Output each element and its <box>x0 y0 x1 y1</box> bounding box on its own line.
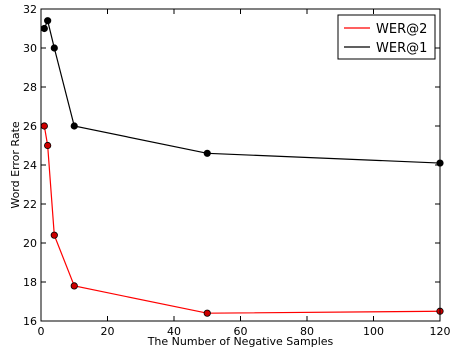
data-point-wer-2 <box>44 141 52 150</box>
y-tick-label: 30 <box>23 42 37 55</box>
x-tick-label: 20 <box>101 325 115 338</box>
x-tick-label: 100 <box>363 325 384 338</box>
legend-label-wer-2: WER@2 <box>376 22 427 37</box>
legend-box <box>337 14 436 60</box>
series-line-wer-2 <box>43 125 441 314</box>
plot-frame <box>40 8 441 322</box>
data-point-wer-1 <box>70 122 78 130</box>
data-point-wer-2 <box>70 282 78 290</box>
y-tick-label: 28 <box>23 81 37 94</box>
data-point-wer-1 <box>40 24 48 33</box>
data-point-wer-2 <box>40 122 48 130</box>
x-tick-label: 120 <box>430 325 451 338</box>
y-tick-label: 26 <box>23 120 37 133</box>
x-axis-ticks: 0 20 40 60 80 100 120 <box>38 9 451 338</box>
x-tick-label: 60 <box>234 325 248 338</box>
y-tick-label: 20 <box>23 237 37 250</box>
y-tick-label: 22 <box>23 198 37 211</box>
y-tick-label: 32 <box>23 3 37 16</box>
y-tick-label: 24 <box>23 159 37 172</box>
x-tick-label: 40 <box>167 325 181 338</box>
data-point-wer-2 <box>203 309 211 317</box>
series-layer <box>40 17 444 317</box>
x-tick-label: 0 <box>38 325 45 338</box>
data-point-wer-1 <box>203 149 211 157</box>
legend: WER@2 WER@1 <box>337 14 436 60</box>
x-axis-label: The Number of Negative Samples <box>147 335 334 348</box>
data-point-wer-2 <box>50 231 58 239</box>
y-tick-label: 18 <box>23 276 37 289</box>
legend-label-wer-1: WER@1 <box>376 41 427 56</box>
y-axis-label: Word Error Rate <box>9 121 22 209</box>
data-point-wer-1 <box>44 17 52 25</box>
y-tick-label: 16 <box>23 315 37 328</box>
data-point-wer-1 <box>50 44 58 52</box>
x-tick-label: 80 <box>300 325 314 338</box>
y-axis-ticks: 16 18 20 22 24 26 28 30 32 <box>23 3 440 328</box>
